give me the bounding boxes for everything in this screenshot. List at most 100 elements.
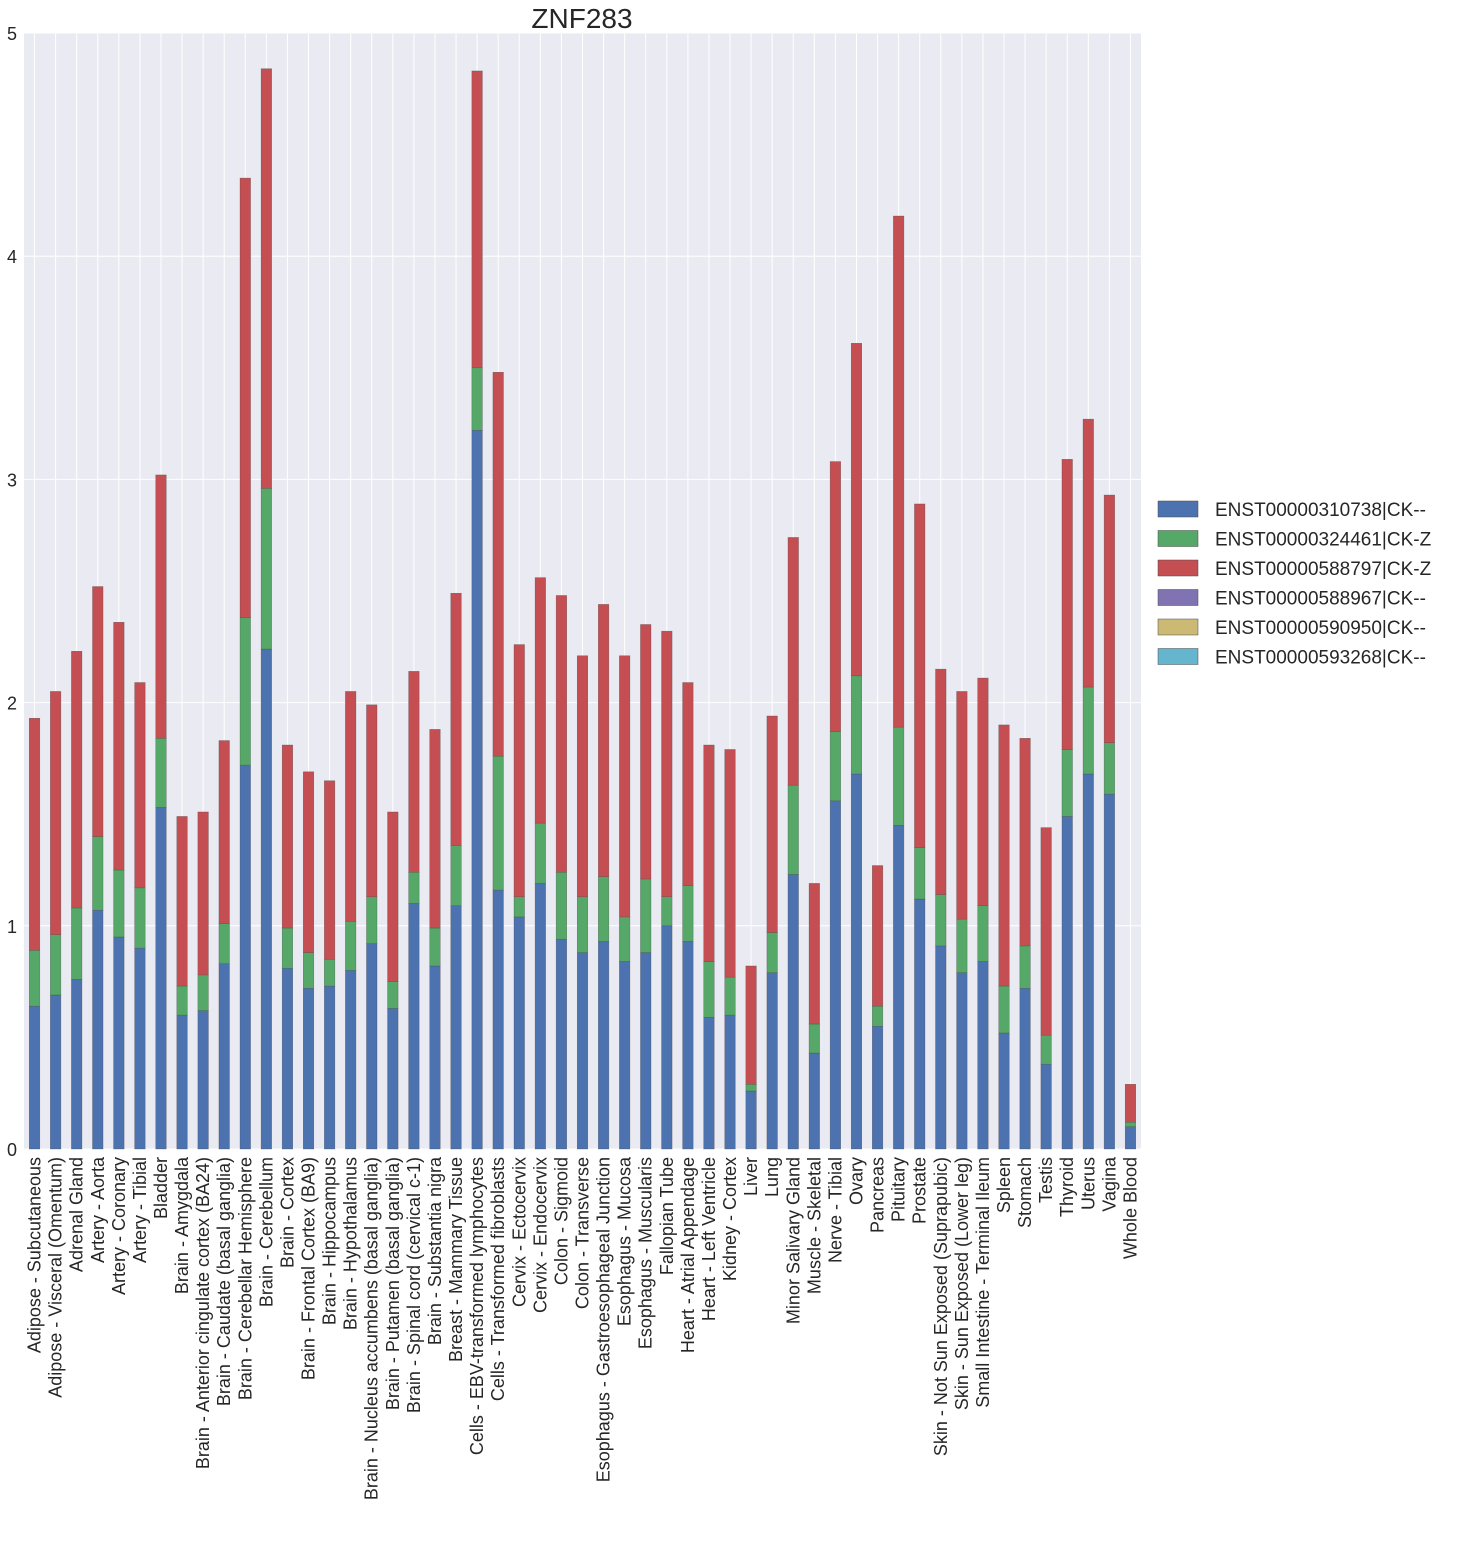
bar-segment — [197, 974, 209, 1011]
bar-segment — [239, 764, 251, 1150]
bar-segment — [324, 780, 336, 960]
bar-segment — [1103, 793, 1115, 1150]
bar-segment — [387, 1008, 399, 1150]
x-tick-label: Brain - Anterior cingulate cortex (BA24) — [193, 1157, 213, 1469]
bar-segment — [1040, 1063, 1052, 1150]
bar-segment — [576, 896, 589, 953]
legend-label: ENST00000590950|CK-- — [1215, 618, 1426, 639]
bar-segment — [619, 961, 631, 1150]
bar-segment — [998, 1032, 1010, 1150]
x-tick-label: Muscle - Skeletal — [804, 1157, 824, 1294]
bar-segment — [745, 1090, 757, 1150]
bar-segment — [555, 595, 567, 873]
bar-segment — [71, 651, 83, 909]
x-tick-label: Cells - EBV-transformed lymphocytes — [467, 1157, 487, 1455]
bar-segment — [619, 916, 631, 962]
bar-segment — [914, 847, 926, 900]
bar-segment — [239, 617, 251, 766]
bar-segment — [1061, 459, 1073, 750]
x-tick-label: Brain - Cortex — [277, 1157, 297, 1268]
bar-segment — [113, 936, 125, 1150]
bar-segment — [50, 934, 62, 996]
bar-segment — [1019, 988, 1031, 1150]
bar-segment — [682, 941, 694, 1150]
bar-segment — [218, 740, 230, 924]
bar-segment — [492, 889, 504, 1150]
bar-segment — [345, 691, 357, 922]
bar-segment — [598, 604, 610, 877]
bar-segment — [29, 950, 41, 1007]
chart-title: ZNF283 — [531, 3, 632, 34]
y-tick-label: 1 — [7, 917, 17, 937]
x-tick-label: Bladder — [151, 1157, 171, 1219]
bar-segment — [1082, 773, 1094, 1150]
bar-segment — [682, 682, 694, 886]
x-tick-label: Spleen — [994, 1157, 1014, 1213]
bar-segment — [555, 938, 567, 1150]
bar-segment — [155, 474, 167, 739]
bar-segment — [260, 68, 272, 489]
bar-segment — [1103, 494, 1115, 744]
legend-label: ENST00000593268|CK-- — [1215, 648, 1426, 669]
x-tick-label: Liver — [741, 1157, 761, 1196]
bar-segment — [92, 836, 104, 911]
bar-segment — [113, 869, 125, 938]
x-tick-label: Brain - Cerebellar Hemisphere — [235, 1157, 255, 1400]
x-tick-label: Pituitary — [889, 1157, 909, 1222]
bar-segment — [1082, 686, 1094, 775]
bar-segment — [1061, 749, 1073, 817]
x-tick-label: Artery - Coronary — [109, 1157, 129, 1295]
bar-segment — [155, 807, 167, 1150]
bar-segment — [703, 744, 715, 962]
bar-segment — [281, 927, 293, 969]
bar-segment — [808, 883, 820, 1025]
bar-segment — [176, 1014, 188, 1150]
x-tick-label: Brain - Substantia nigra — [425, 1156, 445, 1345]
x-tick-label: Fallopian Tube — [657, 1157, 677, 1275]
bar-segment — [598, 941, 610, 1150]
bar-segment — [1124, 1126, 1136, 1150]
bar-segment — [640, 878, 652, 953]
bar-segment — [998, 724, 1010, 987]
legend-swatch — [1157, 589, 1199, 606]
x-tick-label: Skin - Not Sun Exposed (Suprapubic) — [931, 1157, 951, 1456]
bar-segment — [471, 367, 483, 431]
bar-segment — [598, 876, 610, 942]
bar-segment — [50, 691, 62, 935]
x-tick-label: Adrenal Gland — [67, 1157, 87, 1272]
bar-segment — [893, 726, 905, 826]
bar-segment — [408, 671, 420, 873]
x-tick-label: Minor Salivary Gland — [783, 1157, 803, 1324]
x-tick-label: Pancreas — [868, 1157, 888, 1233]
x-tick-label: Skin - Sun Exposed (Lower leg) — [952, 1157, 972, 1410]
bar-segment — [71, 907, 83, 980]
x-tick-label: Brain - Amygdala — [172, 1156, 192, 1294]
x-tick-label: Colon - Transverse — [573, 1157, 593, 1309]
bar-segment — [218, 923, 230, 964]
bar-segment — [619, 655, 631, 918]
bar-segment — [1040, 1034, 1052, 1065]
bar-segment — [408, 903, 420, 1150]
bar-segment — [850, 675, 863, 775]
bar-segment — [324, 985, 336, 1150]
bar-segment — [366, 704, 378, 898]
y-axis-ticks: 0 1 2 3 4 5 — [7, 24, 17, 1160]
bar-segment — [935, 945, 947, 1150]
bar-segment — [766, 972, 778, 1150]
y-tick-label: 0 — [7, 1140, 17, 1160]
bar-segment — [1124, 1084, 1136, 1123]
x-tick-label: Heart - Left Ventricle — [699, 1157, 719, 1321]
x-tick-label: Vagina — [1099, 1156, 1119, 1212]
x-tick-label: Ovary — [846, 1157, 866, 1205]
bar-segment — [977, 905, 989, 962]
bar-segment — [450, 845, 462, 906]
x-tick-label: Esophagus - Muscularis — [636, 1157, 656, 1349]
bar-segment — [977, 677, 989, 906]
bar-segment — [935, 668, 947, 895]
bar-segment — [766, 932, 778, 973]
legend-swatch — [1157, 648, 1199, 665]
bar-segment — [387, 811, 399, 982]
bar-segment — [534, 883, 546, 1150]
y-tick-label: 3 — [7, 470, 17, 490]
bar-segment — [471, 70, 483, 369]
